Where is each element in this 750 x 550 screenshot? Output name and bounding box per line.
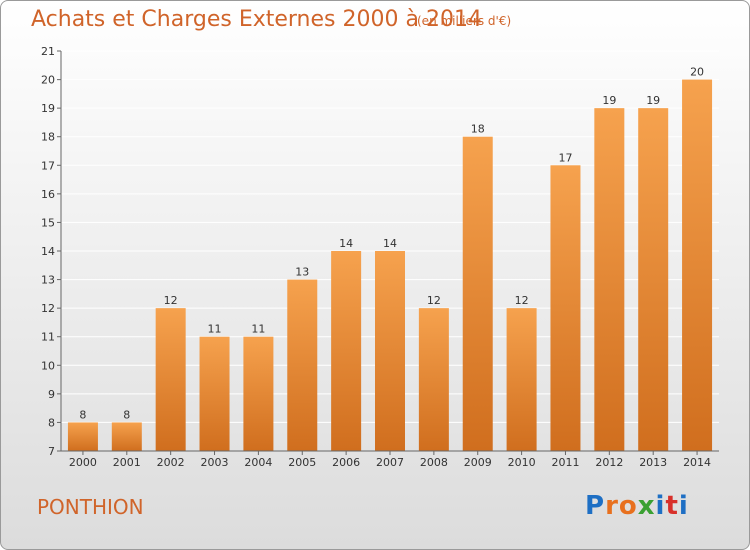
chart-subtitle: (en milliers d'€): [417, 14, 512, 28]
x-tick-label: 2011: [551, 456, 579, 469]
y-tick-label: 7: [48, 445, 55, 458]
x-tick-label: 2009: [464, 456, 492, 469]
bar-2012: [594, 108, 625, 452]
y-tick-label: 19: [41, 102, 55, 115]
logo-letter: r: [605, 491, 619, 521]
data-label: 8: [79, 408, 86, 421]
bar-2010: [506, 308, 537, 451]
y-tick-label: 14: [41, 245, 55, 258]
x-tick-label: 2013: [639, 456, 667, 469]
x-tick-label: 2006: [332, 456, 360, 469]
x-tick-label: 2007: [376, 456, 404, 469]
data-label: 13: [295, 266, 309, 279]
logo-letter: i: [655, 491, 666, 521]
y-tick-label: 13: [41, 274, 55, 287]
data-labels: 8 8 12 11 11 13 14 14 12 18 12 17 19 19 20: [79, 66, 704, 422]
y-tick-label: 15: [41, 216, 55, 229]
logo-letter: i: [678, 491, 689, 521]
y-tick-label: 11: [41, 331, 55, 344]
x-tick-label: 2000: [69, 456, 97, 469]
data-label: 8: [123, 408, 130, 421]
bar-2007: [375, 251, 405, 451]
data-label: 11: [251, 323, 265, 336]
logo-letter: t: [665, 491, 679, 521]
bar-2006: [331, 251, 362, 451]
bar-2003: [199, 336, 230, 451]
y-tick-label: 10: [41, 359, 55, 372]
data-label: 20: [690, 66, 704, 79]
x-tick-label: 2005: [288, 456, 316, 469]
y-tick-label: 21: [41, 45, 55, 58]
bar-2013: [638, 108, 669, 452]
x-axis-ticks: 2000 2001 2002 2003 2004 2005 2006 2007 2008 2009…: [69, 451, 711, 469]
bar-2009: [462, 136, 493, 451]
bar-2005: [287, 279, 318, 451]
x-tick-label: 2008: [420, 456, 448, 469]
x-tick-label: 2014: [683, 456, 711, 469]
bar-2008: [418, 308, 449, 451]
data-label: 18: [471, 123, 485, 136]
bar-2002: [155, 308, 186, 451]
y-tick-label: 20: [41, 74, 55, 87]
x-tick-label: 2001: [113, 456, 141, 469]
y-tick-label: 16: [41, 188, 55, 201]
chart-title: Achats et Charges Externes 2000 à 2014: [31, 7, 482, 32]
y-tick-label: 12: [41, 302, 55, 315]
x-tick-label: 2012: [595, 456, 623, 469]
data-label: 14: [339, 237, 353, 250]
bars: [67, 79, 713, 452]
y-tick-label: 17: [41, 159, 55, 172]
y-tick-label: 8: [48, 416, 55, 429]
data-label: 12: [164, 294, 178, 307]
data-label: 11: [208, 323, 222, 336]
bar-2004: [243, 336, 274, 451]
bar-2001: [111, 422, 142, 451]
bar-2011: [550, 165, 581, 452]
data-label: 12: [427, 294, 441, 307]
bar-2014: [682, 79, 713, 452]
x-tick-label: 2003: [201, 456, 229, 469]
proxiti-logo[interactable]: Proxiti: [585, 491, 689, 521]
data-label: 17: [558, 151, 572, 164]
data-label: 19: [646, 94, 660, 107]
logo-letter: P: [585, 491, 606, 521]
data-label: 14: [383, 237, 397, 250]
bar-2000: [67, 422, 98, 451]
y-tick-label: 18: [41, 131, 55, 144]
y-axis-ticks: 7 8 9 10 11 12 13 14 15 16 17 18 19 20 21: [41, 45, 61, 458]
data-label: 19: [602, 94, 616, 107]
commune-name: PONTHION: [37, 495, 144, 519]
y-tick-label: 9: [48, 388, 55, 401]
data-label: 12: [515, 294, 529, 307]
x-tick-label: 2002: [157, 456, 185, 469]
x-tick-label: 2004: [244, 456, 272, 469]
x-tick-label: 2010: [508, 456, 536, 469]
logo-letter: x: [637, 491, 656, 521]
logo-letter: o: [618, 491, 638, 521]
axes: [60, 51, 719, 452]
